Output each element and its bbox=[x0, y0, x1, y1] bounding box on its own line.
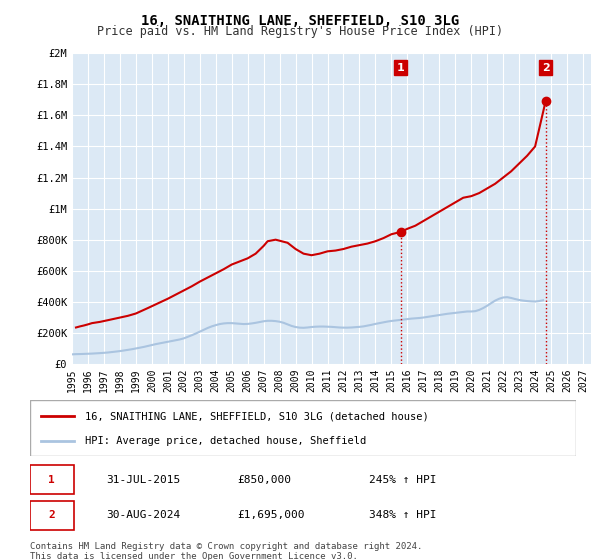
FancyBboxPatch shape bbox=[30, 400, 576, 456]
Text: 348% ↑ HPI: 348% ↑ HPI bbox=[368, 510, 436, 520]
Text: 16, SNAITHING LANE, SHEFFIELD, S10 3LG: 16, SNAITHING LANE, SHEFFIELD, S10 3LG bbox=[141, 14, 459, 28]
Text: 1: 1 bbox=[49, 475, 55, 484]
Text: 30-AUG-2024: 30-AUG-2024 bbox=[106, 510, 181, 520]
FancyBboxPatch shape bbox=[30, 465, 74, 494]
Text: 31-JUL-2015: 31-JUL-2015 bbox=[106, 475, 181, 484]
Text: HPI: Average price, detached house, Sheffield: HPI: Average price, detached house, Shef… bbox=[85, 436, 366, 446]
Text: £1,695,000: £1,695,000 bbox=[238, 510, 305, 520]
Text: Price paid vs. HM Land Registry's House Price Index (HPI): Price paid vs. HM Land Registry's House … bbox=[97, 25, 503, 38]
Text: £850,000: £850,000 bbox=[238, 475, 292, 484]
Text: 245% ↑ HPI: 245% ↑ HPI bbox=[368, 475, 436, 484]
FancyBboxPatch shape bbox=[30, 501, 74, 530]
Text: Contains HM Land Registry data © Crown copyright and database right 2024.
This d: Contains HM Land Registry data © Crown c… bbox=[30, 542, 422, 560]
Text: 1: 1 bbox=[397, 63, 404, 73]
Text: 2: 2 bbox=[542, 63, 550, 73]
Text: 2: 2 bbox=[49, 510, 55, 520]
Text: 16, SNAITHING LANE, SHEFFIELD, S10 3LG (detached house): 16, SNAITHING LANE, SHEFFIELD, S10 3LG (… bbox=[85, 411, 428, 421]
